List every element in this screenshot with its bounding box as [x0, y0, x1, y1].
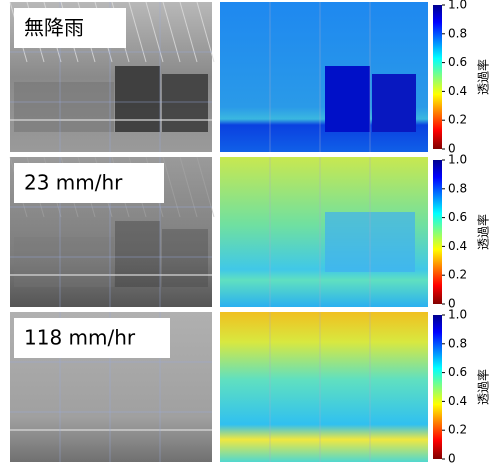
colorbar-tick-label: 0.2 [448, 423, 467, 437]
panel [115, 221, 160, 287]
panel [115, 66, 160, 132]
colorbar-tick-label: 0.6 [448, 55, 467, 69]
condition-label: 23 mm/hr [24, 171, 123, 195]
condition-label: 無降雨 [24, 16, 84, 40]
colorbar-label: 透過率 [476, 59, 491, 95]
colorbar-tick-label: 0.4 [448, 394, 467, 408]
heat-panel [325, 66, 370, 132]
panel [14, 82, 114, 132]
colorbar-tick-label: 1.0 [448, 308, 467, 322]
colorbar-label: 透過率 [476, 214, 491, 250]
colorbar-tick-label: 1.0 [448, 153, 467, 167]
colorbar-tick-label: 0 [448, 142, 456, 156]
colorbar-tick-label: 0.2 [448, 113, 467, 127]
colorbar-tick-label: 0.2 [448, 268, 467, 282]
colorbar [433, 315, 442, 459]
rows: 無降雨 1.0 0.8 0.6 0.4 0.2 0 透過率 23 mm/hr 1.0 0.8 0.6 0… [9, 0, 491, 464]
colorbar-tick-label: 0.8 [448, 336, 467, 350]
row: 無降雨 1.0 0.8 0.6 0.4 0.2 0 透過率 [9, 0, 491, 156]
colorbar-tick-label: 0 [448, 297, 456, 311]
colorbar-tick-label: 1.0 [448, 0, 467, 12]
colorbar-tick-label: 0.6 [448, 365, 467, 379]
panel [162, 74, 208, 132]
colorbar-tick-label: 0.4 [448, 239, 467, 253]
row: 118 mm/hr 1.0 0.8 0.6 0.4 0.2 0 透過率 [10, 308, 491, 464]
colorbar [433, 5, 442, 149]
condition-label: 118 mm/hr [24, 326, 136, 350]
label-box [14, 8, 126, 48]
colorbar-tick-label: 0.6 [448, 210, 467, 224]
label-box [14, 163, 164, 203]
colorbar-tick-label: 0.8 [448, 181, 467, 195]
colorbar [433, 160, 442, 304]
panel [14, 237, 114, 287]
colorbar-tick-label: 0 [448, 452, 456, 464]
row: 23 mm/hr 1.0 0.8 0.6 0.4 0.2 0 透過率 [9, 153, 491, 311]
colorbar-label: 透過率 [476, 369, 491, 405]
panel [162, 229, 208, 287]
colorbar-tick-label: 0.8 [448, 26, 467, 40]
label-box [14, 318, 170, 358]
colorbar-tick-label: 0.4 [448, 84, 467, 98]
heat-panel [372, 74, 416, 132]
heatmap [220, 312, 428, 462]
